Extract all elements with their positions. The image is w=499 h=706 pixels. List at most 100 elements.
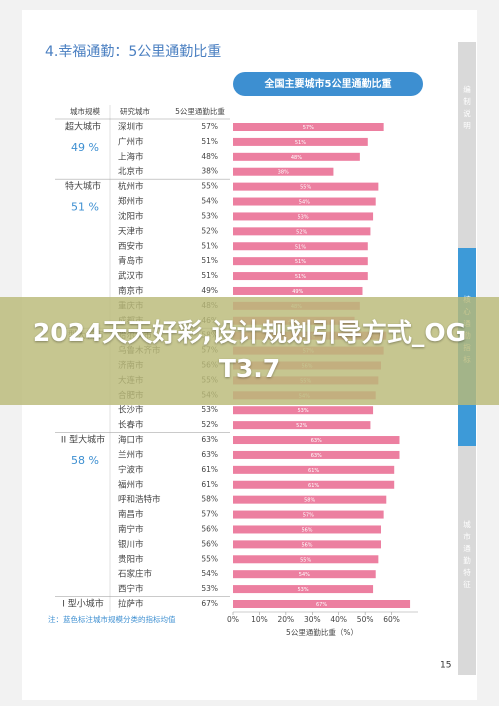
value-label: 56% [201,539,218,548]
bar-label: 51% [295,244,306,250]
column-header: 5公里通勤比重 [175,106,225,116]
x-tick-label: 40% [330,615,347,624]
city-label: 杭州市 [118,181,144,192]
value-label: 51% [201,241,218,250]
side-tab-char: 勤 [463,555,471,565]
banner-text: 2024天天好彩,设计规划引导方式_OGT3.7 [32,318,467,383]
bar-label: 51% [295,274,306,280]
city-label: 贵阳市 [118,554,144,565]
group-label: 特大城市 [65,180,101,192]
side-tab-char: 明 [463,121,471,130]
value-label: 61% [201,480,218,489]
city-label: 天津市 [118,226,144,237]
bar-label: 57% [303,513,314,519]
city-label: 福州市 [118,479,144,490]
city-label: 南京市 [118,285,144,296]
bar [233,227,371,236]
city-label: 青岛市 [118,256,144,267]
bar [233,197,376,206]
bar [233,212,374,221]
value-label: 55% [201,554,218,563]
city-label: 深圳市 [118,122,144,133]
x-tick-label: 20% [278,615,295,624]
bar [233,495,387,504]
bar [233,436,400,445]
bar [233,480,395,489]
bar [233,257,368,266]
bar [233,525,381,534]
bar [233,570,376,579]
value-label: 53% [201,405,218,414]
value-label: 49% [201,286,218,295]
bar [233,286,363,295]
bar-label: 55% [300,557,311,563]
city-label: 长春市 [118,420,144,431]
value-label: 53% [201,211,218,220]
city-label: 沈阳市 [118,211,144,222]
bar [233,123,384,131]
value-label: 63% [201,450,218,459]
bar [233,152,360,161]
value-label: 61% [201,465,218,474]
x-axis-title: 5公里通勤比重（%） [286,627,358,637]
group-average: 58 % [71,454,99,467]
group-average: 49 % [71,141,99,154]
city-label: 南宁市 [118,524,144,535]
city-label: 海口市 [118,435,144,446]
city-label: 石家庄市 [118,569,153,580]
column-header: 研究城市 [120,106,150,116]
page-number: 15 [440,661,451,671]
city-label: 拉萨市 [118,599,144,610]
column-header: 城市规模 [70,106,100,116]
city-label: 广州市 [118,136,144,147]
bar [233,242,368,251]
bar-label: 52% [296,229,307,235]
group-label: I 型小城市 [62,598,104,610]
bar-label: 53% [297,408,308,414]
city-label: 西宁市 [118,584,144,595]
x-tick-label: 10% [251,615,268,624]
side-tab-char: 编 [463,84,471,94]
value-label: 51% [201,137,218,146]
x-tick-label: 60% [383,615,400,624]
bar [233,182,379,191]
bar [233,137,368,146]
bar-label: 55% [300,185,311,191]
bar [233,600,411,608]
city-label: 北京市 [118,166,144,177]
group-label: 超大城市 [65,121,101,133]
x-tick-label: 50% [357,615,374,624]
value-label: 56% [201,524,218,533]
bar [233,555,379,564]
city-label: 呼和浩特市 [118,494,161,505]
bar-label: 53% [297,587,308,593]
x-tick-label: 30% [304,615,321,624]
bar-label: 56% [301,542,312,548]
city-label: 南昌市 [118,509,144,520]
bar-label: 48% [291,155,302,161]
value-label: 52% [201,420,218,429]
city-label: 宁波市 [118,464,144,475]
group-average: 51 % [71,200,99,213]
x-tick-label: 0% [227,615,239,624]
side-tab-char: 通 [463,543,471,553]
bar [233,406,374,415]
city-label: 西安市 [118,241,144,252]
bar-label: 51% [295,140,306,146]
value-label: 54% [201,197,218,206]
city-label: 郑州市 [118,196,144,207]
side-tab-char: 说 [463,108,471,118]
bar-label: 52% [296,423,307,429]
page-title: 4.幸福通勤：5公里通勤比重 [45,44,221,60]
bar-label: 56% [301,527,312,533]
value-label: 57% [201,122,218,131]
bar [233,510,384,519]
value-label: 51% [201,256,218,265]
side-tab-char: 城 [463,520,471,529]
value-label: 54% [201,569,218,578]
value-label: 38% [201,167,218,176]
chart-title-pill [233,72,423,96]
bar [233,272,368,281]
bar-label: 49% [292,289,303,295]
